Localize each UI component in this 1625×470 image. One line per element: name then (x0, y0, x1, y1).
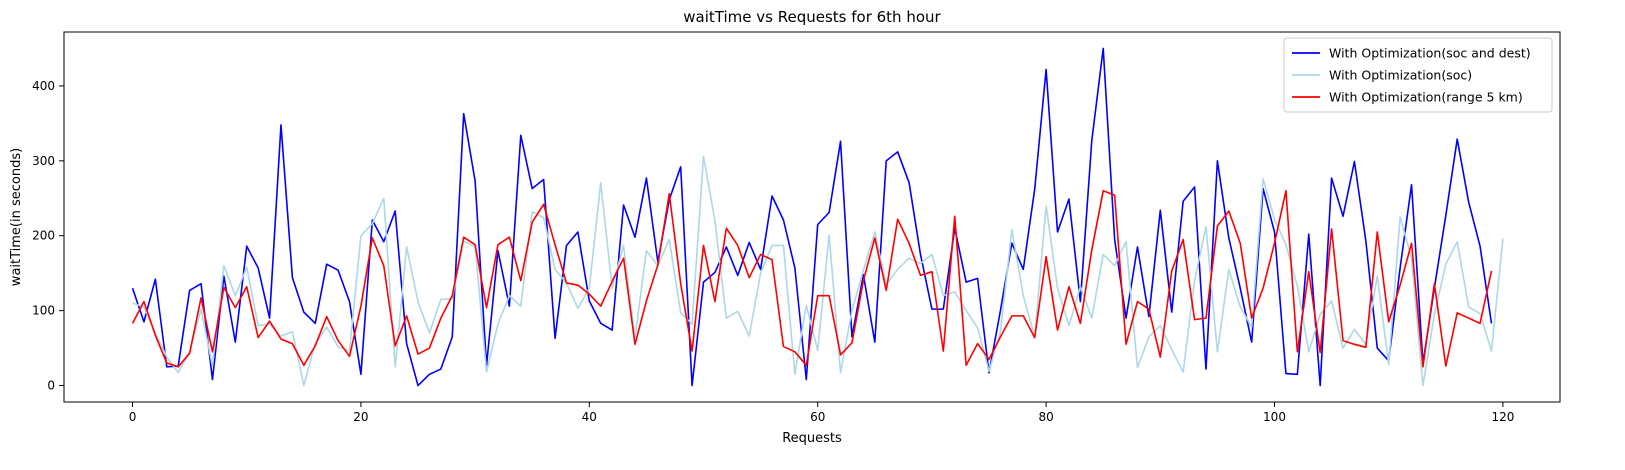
series-line-3 (131, 189, 1493, 368)
x-tick-label: 80 (1038, 410, 1053, 424)
x-tick-label: 60 (810, 410, 825, 424)
series-line-2 (132, 155, 1504, 387)
legend: With Optimization(soc and dest) With Opti… (1283, 37, 1553, 113)
legend-entry: With Optimization(soc and dest) (1329, 46, 1531, 61)
legend-box (1283, 37, 1553, 113)
y-tick-label: 200 (32, 229, 55, 243)
y-axis-label: waitTime(in seconds) (9, 148, 24, 286)
y-tick-label: 0 (47, 379, 55, 393)
x-tick-label: 20 (353, 410, 368, 424)
x-tick-label: 120 (1491, 410, 1514, 424)
x-axis-label: Requests (782, 431, 842, 446)
y-tick-label: 100 (32, 304, 55, 318)
y-axis-ticks: 0 100 200 300 400 (32, 79, 64, 393)
x-axis-ticks: 0 20 40 60 80 100 120 (129, 402, 1514, 424)
legend-entry: With Optimization(range 5 km) (1329, 90, 1523, 105)
axes-frame (63, 31, 1561, 403)
y-tick-label: 300 (32, 154, 55, 168)
series-line-1 (131, 47, 1493, 387)
x-tick-label: 100 (1263, 410, 1286, 424)
x-tick-label: 0 (129, 410, 137, 424)
y-tick-label: 400 (32, 79, 55, 93)
plot-lines (131, 47, 1504, 387)
legend-entry: With Optimization(soc) (1329, 68, 1472, 83)
chart-title: waitTime vs Requests for 6th hour (683, 8, 941, 26)
x-tick-label: 40 (582, 410, 597, 424)
